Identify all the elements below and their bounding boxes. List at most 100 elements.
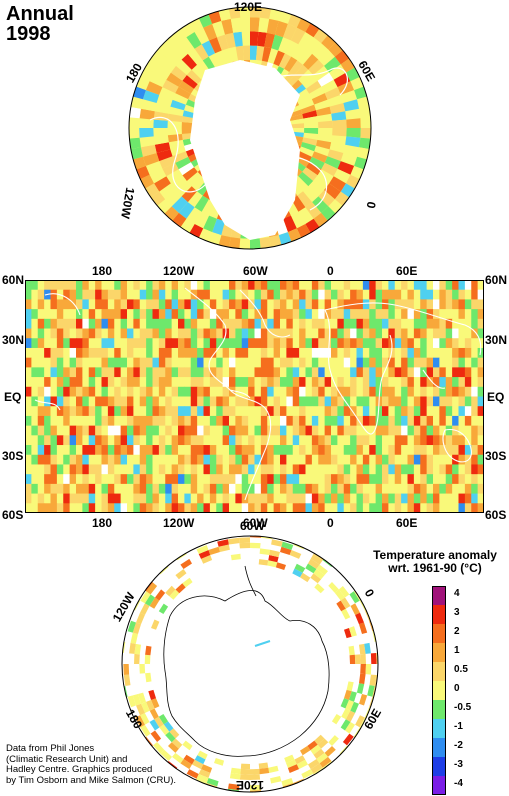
anomaly-cell bbox=[139, 108, 155, 120]
anomaly-cell bbox=[375, 367, 383, 378]
anomaly-cell bbox=[183, 754, 195, 765]
anomaly-cell bbox=[146, 367, 153, 378]
anomaly-cell bbox=[286, 483, 294, 494]
anomaly-cell bbox=[382, 396, 389, 407]
anomaly-cell bbox=[343, 493, 351, 504]
anomaly-cell bbox=[343, 99, 360, 112]
anomaly-cell bbox=[305, 202, 322, 219]
anomaly-cell bbox=[337, 280, 345, 291]
anomaly-cell bbox=[273, 377, 281, 388]
anomaly-cell bbox=[139, 503, 147, 513]
anomaly-cell bbox=[50, 377, 58, 388]
anomaly-cell bbox=[292, 396, 300, 407]
anomaly-cell bbox=[344, 628, 352, 639]
anomaly-cell bbox=[299, 415, 306, 427]
anomaly-cell bbox=[101, 357, 109, 368]
anomaly-cell bbox=[337, 493, 345, 504]
anomaly-cell bbox=[343, 299, 351, 310]
anomaly-cell bbox=[146, 445, 153, 456]
anomaly-cell bbox=[458, 406, 466, 417]
anomaly-cell bbox=[452, 503, 459, 513]
anomaly-cell bbox=[88, 493, 96, 504]
anomaly-cell bbox=[401, 464, 408, 475]
anomaly-cell bbox=[464, 367, 472, 378]
anomaly-cell bbox=[433, 396, 440, 407]
anomaly-cell bbox=[356, 425, 364, 436]
anomaly-cell bbox=[464, 289, 472, 300]
anomaly-cell bbox=[178, 425, 185, 436]
anomaly-cell bbox=[216, 503, 224, 513]
anomaly-cell bbox=[401, 299, 408, 310]
anomaly-cell bbox=[267, 280, 275, 291]
anomaly-cell bbox=[286, 309, 294, 320]
anomaly-cell bbox=[171, 328, 179, 339]
anomaly-cell bbox=[56, 435, 64, 446]
anomaly-cell bbox=[331, 299, 338, 310]
anomaly-cell bbox=[254, 299, 262, 310]
anomaly-cell bbox=[229, 406, 236, 417]
anomaly-cell bbox=[76, 415, 83, 427]
anomaly-cell bbox=[382, 280, 389, 291]
anomaly-cell bbox=[171, 386, 179, 397]
anomaly-cell bbox=[201, 40, 216, 57]
anomaly-cell bbox=[305, 464, 313, 475]
anomaly-cell bbox=[140, 144, 157, 157]
anomaly-cell bbox=[95, 357, 102, 368]
anomaly-cell bbox=[127, 406, 134, 417]
anomaly-cell bbox=[260, 338, 268, 349]
anomaly-cell bbox=[445, 328, 453, 339]
anomaly-cell bbox=[197, 309, 204, 320]
anomaly-cell bbox=[382, 415, 389, 427]
anomaly-cell bbox=[292, 568, 303, 578]
anomaly-cell bbox=[356, 357, 364, 368]
anomaly-cell bbox=[88, 280, 96, 291]
anomaly-cell bbox=[203, 396, 211, 407]
anomaly-cell bbox=[114, 483, 122, 494]
anomaly-cell bbox=[196, 774, 209, 783]
anomaly-cell bbox=[209, 454, 217, 465]
anomaly-cell bbox=[477, 289, 484, 300]
anomaly-cell bbox=[458, 435, 466, 446]
legend-label: 2 bbox=[454, 626, 460, 637]
anomaly-cell bbox=[350, 483, 357, 494]
anomaly-cell bbox=[382, 435, 389, 446]
anomaly-cell bbox=[31, 377, 39, 388]
anomaly-cell bbox=[190, 396, 198, 407]
anomaly-cell bbox=[350, 377, 357, 388]
anomaly-cell bbox=[452, 289, 459, 300]
anomaly-cell bbox=[260, 493, 268, 504]
anomaly-cell bbox=[305, 289, 313, 300]
anomaly-cell bbox=[433, 454, 440, 465]
anomaly-cell bbox=[235, 474, 243, 485]
anomaly-cell bbox=[426, 425, 434, 436]
anomaly-cell bbox=[171, 196, 188, 213]
anomaly-cell bbox=[127, 386, 134, 397]
legend-swatch bbox=[432, 681, 446, 700]
anomaly-cell bbox=[165, 357, 173, 368]
anomaly-cell bbox=[331, 445, 338, 456]
anomaly-cell bbox=[445, 503, 453, 513]
anomaly-cell bbox=[382, 386, 389, 397]
anomaly-cell bbox=[308, 558, 320, 569]
anomaly-cell bbox=[159, 724, 170, 736]
anomaly-cell bbox=[458, 445, 466, 456]
map-title: Annual 1998 bbox=[6, 4, 74, 44]
anomaly-cell bbox=[222, 503, 230, 513]
anomaly-cell bbox=[165, 493, 173, 504]
anomaly-cell bbox=[305, 338, 313, 349]
anomaly-cell bbox=[426, 299, 434, 310]
anomaly-cell bbox=[464, 328, 472, 339]
anomaly-cell bbox=[133, 406, 141, 417]
anomaly-cell bbox=[311, 435, 319, 446]
anomaly-cell bbox=[241, 406, 249, 417]
anomaly-cell bbox=[426, 280, 434, 291]
anomaly-cell bbox=[280, 338, 287, 349]
anomaly-cell bbox=[267, 406, 275, 417]
anomaly-cell bbox=[369, 299, 377, 310]
anomaly-cell bbox=[350, 474, 357, 485]
anomaly-cell bbox=[82, 493, 90, 504]
anomaly-cell bbox=[350, 347, 357, 359]
anomaly-cell bbox=[318, 309, 326, 320]
anomaly-cell bbox=[127, 415, 134, 427]
anomaly-cell bbox=[168, 742, 179, 753]
